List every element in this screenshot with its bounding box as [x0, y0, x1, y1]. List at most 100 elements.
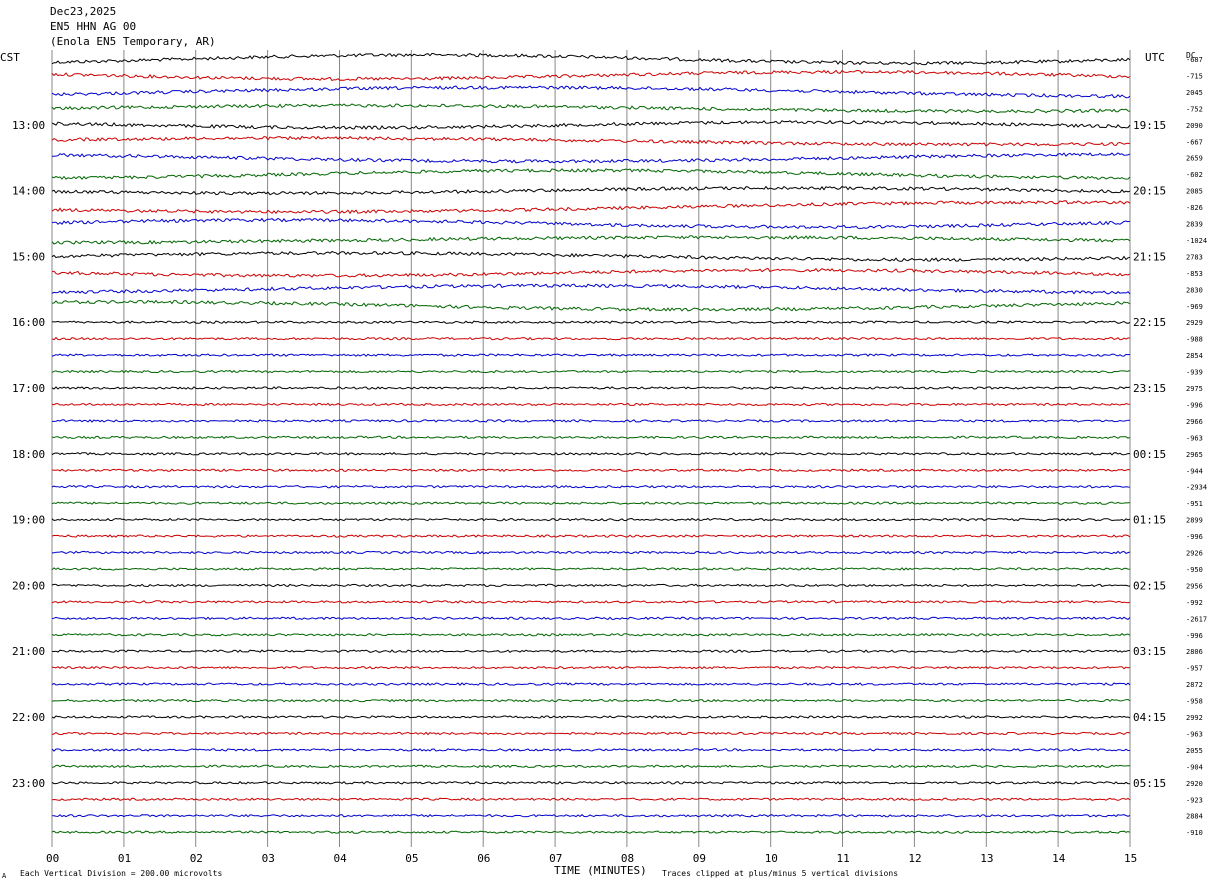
left-hour-label: 23:00 — [12, 777, 45, 790]
dc-offset-label: 2872 — [1186, 681, 1203, 689]
left-hour-label: 21:00 — [12, 645, 45, 658]
trace-row — [51, 468, 1131, 472]
right-hour-label: 03:15 — [1133, 645, 1166, 658]
dc-offset-label: 2884 — [1186, 813, 1203, 821]
trace-rows — [51, 52, 1131, 834]
trace-row — [51, 235, 1131, 245]
trace-row — [51, 764, 1130, 769]
x-tick-label: 13 — [980, 852, 993, 865]
trace-row — [51, 402, 1131, 407]
trace-row — [51, 484, 1131, 489]
trace-row — [51, 633, 1131, 637]
trace-row — [51, 386, 1131, 390]
trace-row — [51, 200, 1131, 215]
dc-offset-label: -957 — [1186, 665, 1203, 673]
dc-offset-label: 2783 — [1186, 253, 1203, 261]
x-tick-label: 09 — [693, 852, 706, 865]
trace-row — [51, 550, 1131, 555]
trace-row — [51, 797, 1131, 801]
left-hour-labels: 13:00 14:00 15:00 16:00 17:00 18:00 19:00 20:00… — [12, 119, 45, 790]
dc-offset-label: -958 — [1186, 698, 1203, 706]
dc-offset-label: -950 — [1186, 566, 1203, 574]
trace-row — [51, 451, 1131, 456]
left-hour-label: 13:00 — [12, 119, 45, 132]
dc-offset-label: -951 — [1186, 500, 1203, 508]
left-hour-label: 15:00 — [12, 250, 45, 263]
trace-row — [51, 69, 1131, 82]
dc-offset-label: -853 — [1186, 270, 1203, 278]
trace-row — [51, 682, 1131, 686]
dc-offset-label: -963 — [1186, 434, 1203, 442]
scale-note: Each Vertical Division = 200.00 microvol… — [20, 869, 222, 878]
trace-row — [51, 52, 1131, 66]
dc-offset-label: -1024 — [1186, 237, 1207, 245]
left-timezone-label: CST — [0, 51, 20, 64]
trace-row — [51, 85, 1131, 99]
trace-row — [51, 748, 1130, 752]
trace-row — [51, 534, 1131, 538]
trace-row — [51, 780, 1131, 785]
x-tick-label: 05 — [405, 852, 418, 865]
dc-offset-label: -969 — [1186, 303, 1203, 311]
x-tick-label: 02 — [190, 852, 203, 865]
dc-offset-label: -923 — [1186, 796, 1203, 804]
trace-row — [51, 501, 1131, 505]
right-hour-label: 01:15 — [1133, 514, 1166, 527]
trace-row — [51, 299, 1131, 312]
minute-gridlines — [51, 50, 1131, 847]
dc-offset-label: 2966 — [1186, 418, 1203, 426]
x-tick-label: 07 — [549, 852, 562, 865]
left-hour-label: 19:00 — [12, 514, 45, 527]
left-hour-label: 16:00 — [12, 316, 45, 329]
dc-offset-label: -752 — [1186, 105, 1203, 113]
trace-row — [51, 665, 1131, 670]
trace-row — [52, 419, 1131, 423]
dc-offset-label: -687 — [1186, 56, 1203, 64]
dc-offset-label: 2899 — [1186, 517, 1203, 525]
trace-row — [51, 103, 1131, 114]
dc-offset-label: -996 — [1186, 632, 1203, 640]
x-tick-label: 04 — [334, 852, 348, 865]
x-tick-label: 11 — [837, 852, 850, 865]
dc-offset-label: -963 — [1186, 730, 1203, 738]
dc-offset-label: 2839 — [1186, 221, 1203, 229]
trace-row — [51, 267, 1131, 278]
dc-offset-label: 2854 — [1186, 352, 1203, 360]
dc-offset-label: 2920 — [1186, 780, 1203, 788]
dc-offset-label: -996 — [1186, 533, 1203, 541]
x-tick-label: 14 — [1052, 852, 1066, 865]
dc-offset-label: 2085 — [1186, 188, 1203, 196]
dc-offset-label: 2659 — [1186, 155, 1203, 163]
left-hour-label: 14:00 — [12, 185, 45, 198]
x-axis-label: TIME (MINUTES) — [554, 864, 647, 877]
trace-row — [51, 731, 1131, 736]
trace-row — [51, 135, 1131, 147]
left-hour-label: 22:00 — [12, 711, 45, 724]
dc-offset-label: -826 — [1186, 204, 1203, 212]
trace-row — [51, 168, 1131, 180]
dc-offset-label: -996 — [1186, 401, 1203, 409]
dc-offset-label: -939 — [1186, 369, 1203, 377]
dc-offset-label: 2830 — [1186, 286, 1203, 294]
trace-row — [51, 435, 1131, 440]
right-hour-label: 00:15 — [1133, 448, 1166, 461]
dc-offset-labels: -687 -715 2045 -752 2090 -667 2659 -602 2085 -826… — [1186, 56, 1207, 837]
trace-row — [51, 814, 1131, 818]
trace-row — [51, 185, 1131, 196]
trace-row — [51, 567, 1131, 571]
left-hour-label: 18:00 — [12, 448, 45, 461]
dc-offset-label: -2934 — [1186, 484, 1207, 492]
dc-offset-label: -944 — [1186, 467, 1203, 475]
dc-offset-label: -910 — [1186, 829, 1203, 837]
dc-offset-label: 2956 — [1186, 582, 1203, 590]
trace-row — [52, 152, 1131, 164]
trace-row — [51, 517, 1131, 522]
dc-offset-label: 2045 — [1186, 89, 1203, 97]
dc-label: DC — [1186, 51, 1196, 60]
trace-row — [51, 649, 1130, 653]
dc-offset-label: 2055 — [1186, 747, 1203, 755]
dc-offset-label: 2926 — [1186, 550, 1203, 558]
right-timezone-label: UTC — [1145, 51, 1165, 64]
trace-row — [51, 600, 1131, 604]
trace-row — [51, 353, 1131, 357]
